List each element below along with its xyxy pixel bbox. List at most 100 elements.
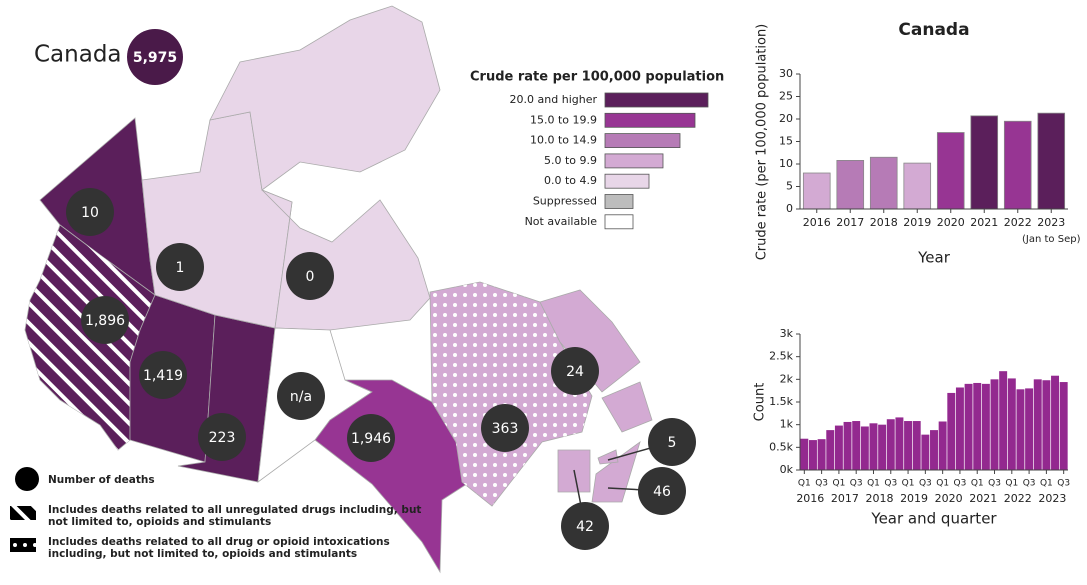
legend-label: 20.0 and higher	[510, 93, 598, 106]
legend-swatch	[604, 133, 681, 149]
region	[261, 189, 431, 331]
x-tick-label: Q1	[1040, 479, 1053, 489]
death-bubble	[638, 467, 686, 515]
x-axis-label: Year and quarter	[870, 510, 997, 528]
region	[209, 5, 441, 191]
y-tick-label: 20	[779, 112, 793, 125]
x-group-label: 2020	[935, 492, 963, 505]
legend: Crude rate per 100,000 population 20.0 an…	[470, 70, 724, 230]
bar	[930, 430, 938, 470]
bar	[1042, 380, 1051, 470]
bar	[1033, 379, 1042, 470]
bar	[826, 430, 835, 470]
x-tick-label: Q3	[1057, 479, 1070, 489]
note-icon	[15, 467, 39, 491]
death-count: 5	[668, 435, 677, 451]
death-bubble	[648, 418, 696, 466]
bar	[886, 419, 895, 470]
bar	[1016, 389, 1025, 470]
y-axis-label: Count	[753, 383, 768, 422]
x-tick-label: 2023	[1037, 216, 1065, 229]
note-line: Includes deaths related to all drug or o…	[48, 536, 390, 548]
legend-swatch	[604, 92, 709, 108]
bar	[1007, 378, 1016, 470]
death-count: 0	[306, 269, 315, 285]
bar	[903, 162, 932, 210]
x-tick-label: 2016	[803, 216, 831, 229]
bar	[1037, 112, 1066, 210]
bar	[973, 382, 982, 470]
death-bubble	[139, 351, 187, 399]
x-tick-label: Q3	[884, 479, 897, 489]
region	[539, 289, 641, 393]
death-count: 1,419	[143, 368, 183, 384]
x-tick-label: Q1	[902, 479, 915, 489]
note-text: Includes deaths related to all drug or o…	[48, 536, 390, 560]
x-group-label: 2022	[1004, 492, 1032, 505]
bar	[802, 172, 831, 210]
bar	[800, 438, 809, 470]
note-line: not limited to, opioids and stimulants	[48, 516, 271, 528]
y-tick-label: 30	[779, 67, 793, 80]
legend-label: 5.0 to 9.9	[544, 154, 597, 167]
x-tick-label: Q1	[867, 479, 880, 489]
legend-label: 10.0 to 14.9	[530, 134, 597, 147]
legend-swatch	[604, 194, 634, 209]
bar	[947, 392, 956, 470]
death-count: 1	[176, 260, 185, 276]
x-tick-label: 2021	[970, 216, 998, 229]
region	[591, 440, 641, 503]
death-count: 24	[566, 364, 584, 380]
y-tick-label: 2k	[780, 372, 794, 385]
x-tick-label: Q1	[971, 479, 984, 489]
death-count: n/a	[290, 389, 312, 405]
y-tick-label: 25	[779, 90, 793, 103]
x-tick-label: Q3	[954, 479, 967, 489]
x-tick-label: Q1	[936, 479, 949, 489]
y-tick-label: 3k	[780, 327, 794, 340]
x-note: (Jan to Sep)	[1022, 234, 1081, 245]
region-pattern	[430, 282, 592, 506]
map-title: Canada	[34, 42, 122, 68]
legend-label: Suppressed	[533, 195, 597, 208]
death-count: 42	[576, 519, 594, 535]
legend-swatch	[604, 153, 664, 169]
note-line: including, but not limited to, opioids a…	[48, 548, 357, 560]
legend-title: Crude rate per 100,000 population	[470, 70, 724, 85]
bar	[836, 159, 865, 210]
bar	[999, 371, 1008, 470]
region	[597, 449, 619, 465]
death-bubble	[561, 502, 609, 550]
chart-title: Canada	[898, 20, 969, 40]
bar	[869, 156, 898, 210]
legend-swatch	[604, 173, 650, 189]
bar	[817, 439, 826, 470]
bar	[938, 421, 947, 470]
bar	[834, 425, 843, 470]
bar	[808, 440, 817, 470]
notes: Number of deaths Includes deaths related …	[10, 467, 421, 560]
bar	[955, 387, 964, 470]
y-tick-label: 1k	[780, 418, 794, 431]
x-tick-label: Q1	[798, 479, 811, 489]
x-tick-label: Q1	[832, 479, 845, 489]
x-axis-label: Year	[917, 249, 951, 267]
death-bubble	[347, 414, 395, 462]
note-line: Includes deaths related to all unregulat…	[48, 504, 421, 516]
death-bubble	[156, 243, 204, 291]
death-count: 363	[492, 421, 519, 437]
x-tick-label: 2018	[870, 216, 898, 229]
x-group-label: 2017	[831, 492, 859, 505]
death-bubble	[198, 413, 246, 461]
note-icon	[10, 506, 36, 520]
bar	[895, 417, 904, 470]
death-count: 1,896	[85, 313, 125, 329]
bar	[990, 379, 999, 470]
x-tick-label: Q1	[1005, 479, 1018, 489]
note-icon	[10, 538, 36, 552]
note-text: Number of deaths	[48, 474, 155, 486]
bar	[860, 426, 869, 470]
death-count: 46	[653, 484, 671, 500]
death-bubble	[66, 188, 114, 236]
